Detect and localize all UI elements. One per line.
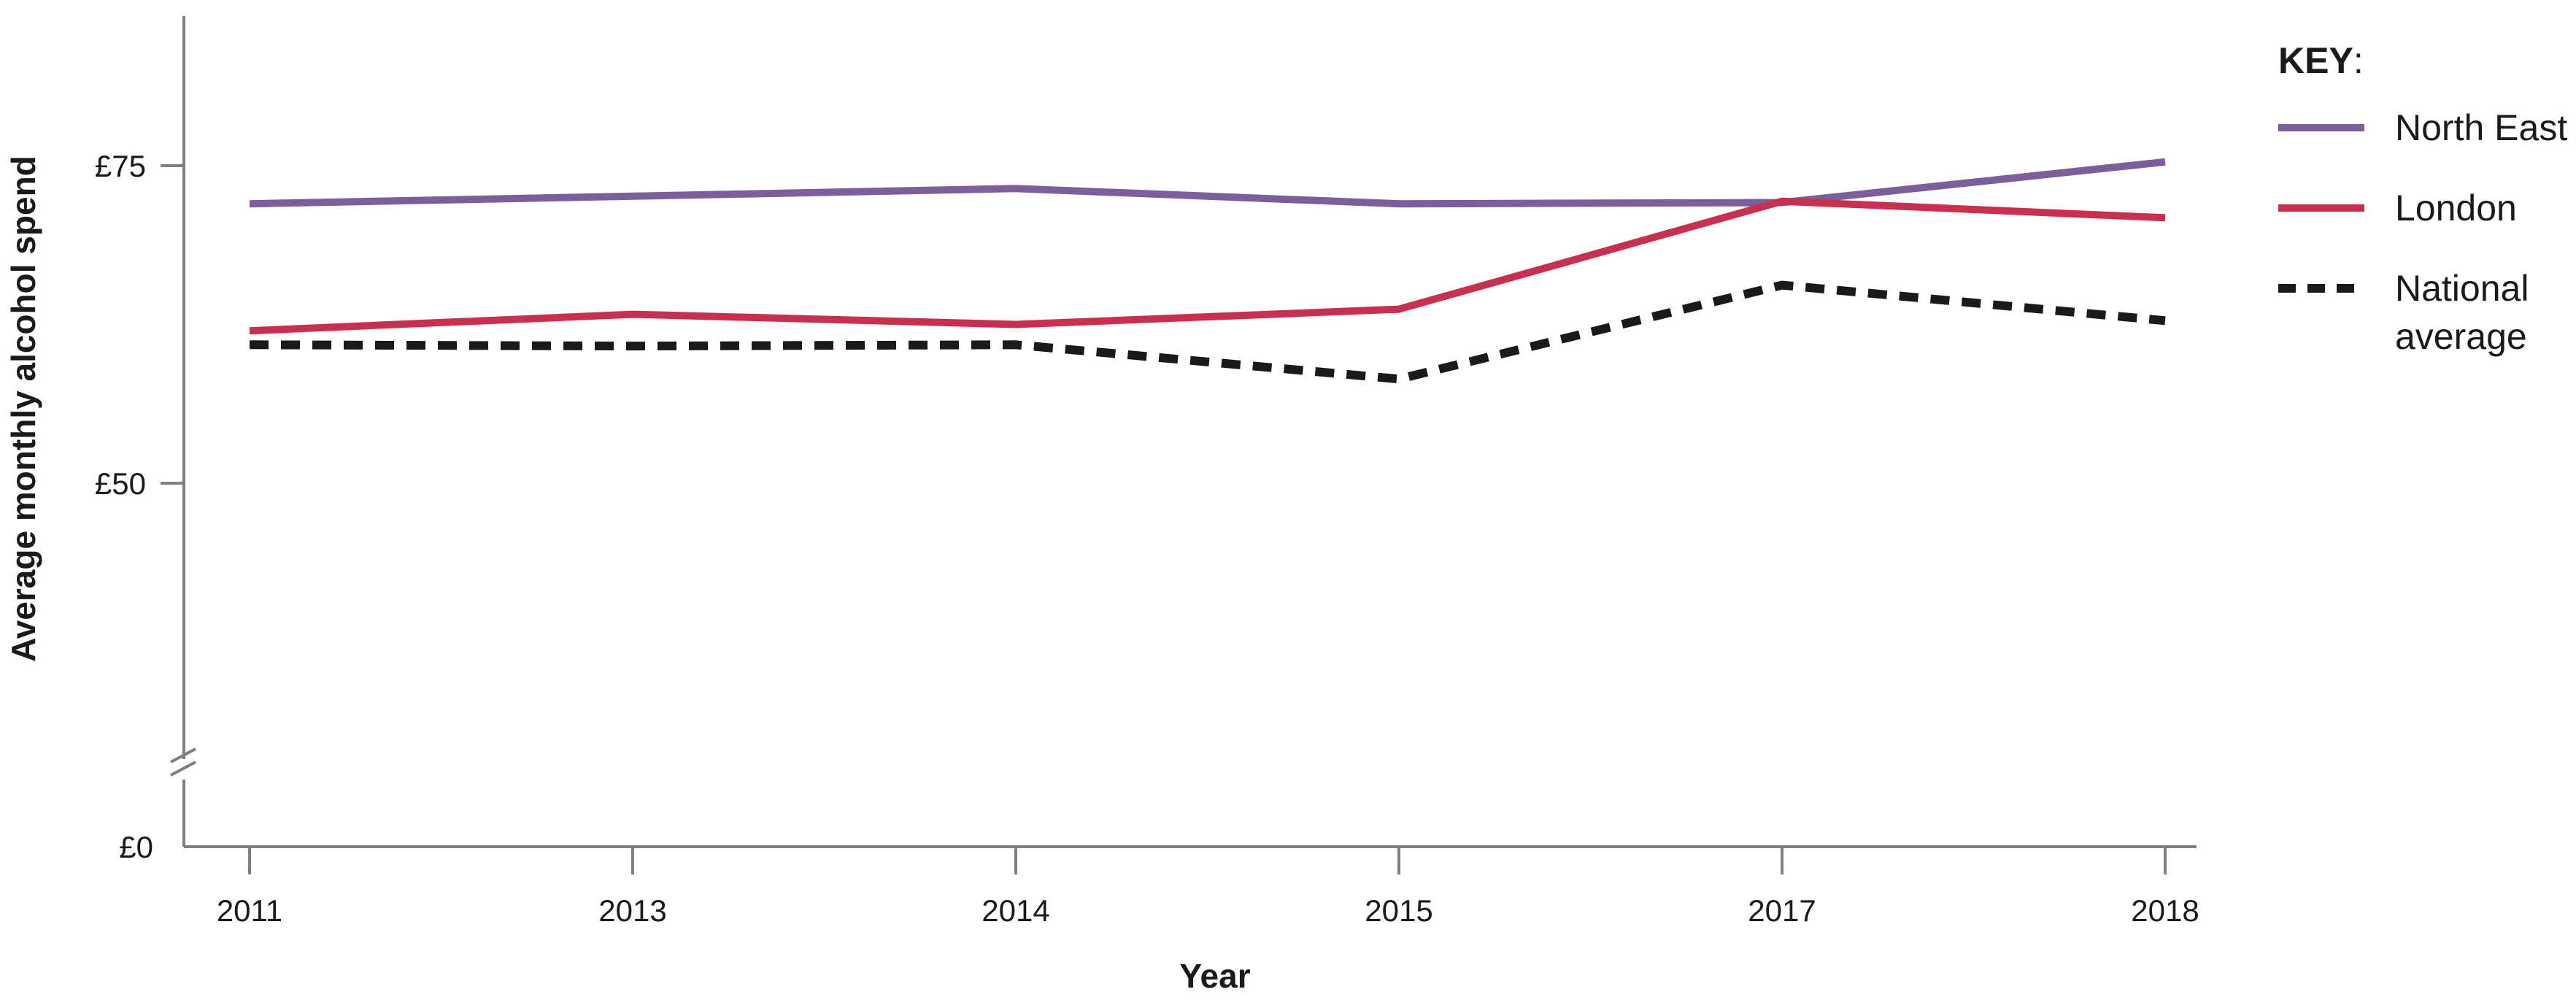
series-line bbox=[249, 280, 2166, 384]
x-tick-label: 2018 bbox=[2131, 893, 2199, 928]
y-tick-50: £50 bbox=[95, 466, 184, 501]
legend-entry: National average bbox=[2278, 268, 2529, 357]
legend-label: National average bbox=[2395, 268, 2529, 357]
y-axis-title: Average monthly alcohol spend bbox=[4, 155, 42, 662]
y-tick-0: £0 bbox=[119, 830, 153, 864]
y-tick-label: £0 bbox=[119, 830, 153, 864]
x-tick-label: 2017 bbox=[1748, 893, 1816, 928]
legend-entry: North East bbox=[2278, 107, 2567, 148]
x-tick-label: 2011 bbox=[217, 893, 282, 928]
legend: KEY: North East London National average bbox=[2278, 40, 2567, 357]
legend-label: North East bbox=[2395, 107, 2567, 148]
x-tick-label: 2015 bbox=[1365, 893, 1432, 928]
legend-title-word: KEY bbox=[2278, 40, 2353, 81]
x-tick-label: 2014 bbox=[982, 893, 1049, 928]
series-line bbox=[249, 158, 2166, 208]
y-tick-label: £75 bbox=[95, 149, 146, 183]
legend-label: London bbox=[2395, 188, 2517, 228]
x-axis-title: Year bbox=[1179, 957, 1250, 995]
axis-break-marker bbox=[170, 747, 196, 777]
axes bbox=[170, 16, 2197, 848]
y-tick-label: £50 bbox=[95, 466, 146, 501]
y-tick-75: £75 bbox=[95, 149, 184, 183]
x-ticks: 2011 2013 2014 2015 2017 2018 bbox=[217, 847, 2199, 928]
series-line bbox=[249, 197, 2166, 335]
legend-entry: London bbox=[2278, 188, 2517, 228]
series-layer bbox=[249, 158, 2166, 384]
legend-title-suffix: : bbox=[2353, 40, 2364, 81]
y-ticks: £0 £50 £75 bbox=[95, 149, 184, 864]
legend-title: KEY: bbox=[2278, 40, 2364, 81]
x-tick-label: 2013 bbox=[598, 893, 666, 928]
